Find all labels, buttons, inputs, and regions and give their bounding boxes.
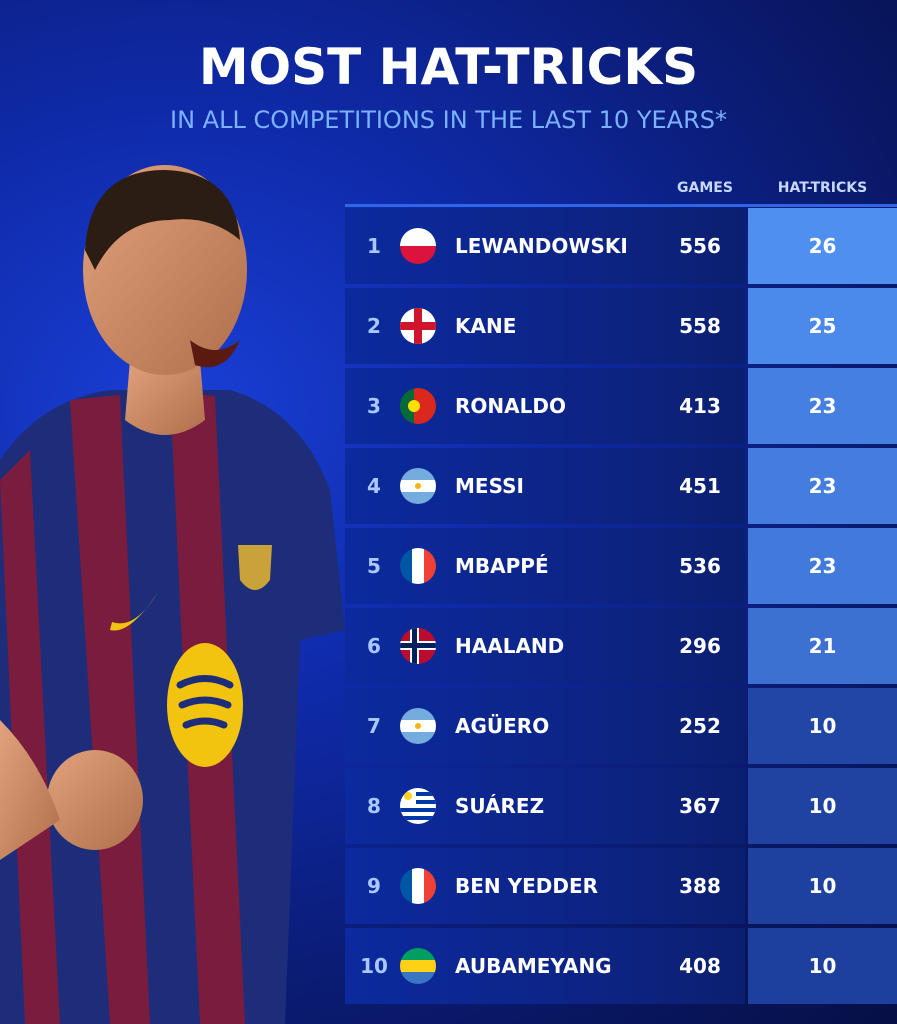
rank-label: 4 <box>367 474 381 498</box>
row-main-cell: 2 KANE 558 <box>345 288 745 364</box>
rank-label: 1 <box>367 234 381 258</box>
player-name: HAALAND <box>455 634 565 658</box>
argentina-flag-icon <box>400 708 436 744</box>
hat-tricks-value: 10 <box>808 954 837 978</box>
rank-label: 10 <box>360 954 388 978</box>
table-row: 1 LEWANDOWSKI 556 26 <box>345 208 897 284</box>
table-top-border <box>345 204 897 207</box>
column-header-hat-tricks: HAT-TRICKS <box>777 180 868 196</box>
hat-tricks-value: 21 <box>808 634 837 658</box>
games-value: 451 <box>679 474 721 498</box>
france-flag-icon <box>400 868 436 904</box>
games-value: 558 <box>679 314 721 338</box>
player-name: AGÜERO <box>455 714 550 738</box>
hat-tricks-value: 10 <box>808 874 837 898</box>
rank-label: 8 <box>367 794 381 818</box>
table-row: 3 RONALDO 413 23 <box>345 368 897 444</box>
france-flag-icon <box>400 548 436 584</box>
hat-tricks-bar: 23 <box>748 368 897 444</box>
games-value: 536 <box>679 554 721 578</box>
hat-tricks-bar: 25 <box>748 288 897 364</box>
table-row: 2 KANE 558 25 <box>345 288 897 364</box>
hat-tricks-value: 23 <box>808 394 837 418</box>
hat-tricks-bar: 10 <box>748 928 897 1004</box>
games-value: 413 <box>679 394 721 418</box>
games-value: 367 <box>679 794 721 818</box>
hat-tricks-bar: 23 <box>748 528 897 604</box>
hat-tricks-value: 10 <box>808 714 837 738</box>
rank-label: 5 <box>367 554 381 578</box>
player-name: LEWANDOWSKI <box>455 234 628 258</box>
hat-tricks-value: 10 <box>808 794 837 818</box>
table-row: 4 MESSI 451 23 <box>345 448 897 524</box>
hat-tricks-bar: 10 <box>748 688 897 764</box>
player-name: KANE <box>455 314 517 338</box>
row-main-cell: 1 LEWANDOWSKI 556 <box>345 208 745 284</box>
table-row: 9 BEN YEDDER 388 10 <box>345 848 897 924</box>
player-name: MBAPPÉ <box>455 554 549 578</box>
player-name: RONALDO <box>455 394 566 418</box>
hat-tricks-value: 26 <box>808 234 837 258</box>
row-main-cell: 3 RONALDO 413 <box>345 368 745 444</box>
table-row: 5 MBAPPÉ 536 23 <box>345 528 897 604</box>
row-main-cell: 5 MBAPPÉ 536 <box>345 528 745 604</box>
row-main-cell: 6 HAALAND 296 <box>345 608 745 684</box>
hat-tricks-value: 23 <box>808 474 837 498</box>
hat-tricks-bar: 21 <box>748 608 897 684</box>
row-main-cell: 10 AUBAMEYANG 408 <box>345 928 745 1004</box>
rank-label: 7 <box>367 714 381 738</box>
rank-label: 6 <box>367 634 381 658</box>
gabon-flag-icon <box>400 948 436 984</box>
player-name: BEN YEDDER <box>455 874 599 898</box>
table-row: 10 AUBAMEYANG 408 10 <box>345 928 897 1004</box>
games-value: 556 <box>679 234 721 258</box>
games-value: 408 <box>679 954 721 978</box>
argentina-flag-icon <box>400 468 436 504</box>
norway-flag-icon <box>400 628 436 664</box>
hat-tricks-bar: 10 <box>748 768 897 844</box>
hat-tricks-value: 25 <box>808 314 837 338</box>
table-row: 7 AGÜERO 252 10 <box>345 688 897 764</box>
uruguay-flag-icon <box>400 788 436 824</box>
portugal-flag-icon <box>400 388 436 424</box>
hat-tricks-value: 23 <box>808 554 837 578</box>
page-subtitle: IN ALL COMPETITIONS IN THE LAST 10 YEARS… <box>170 106 727 134</box>
player-name: MESSI <box>455 474 524 498</box>
games-value: 252 <box>679 714 721 738</box>
hat-tricks-bar: 23 <box>748 448 897 524</box>
player-photo <box>0 165 345 1024</box>
england-flag-icon <box>400 308 436 344</box>
column-header-games: GAMES <box>677 180 733 196</box>
player-name: SUÁREZ <box>455 794 545 818</box>
games-value: 296 <box>679 634 721 658</box>
row-main-cell: 9 BEN YEDDER 388 <box>345 848 745 924</box>
page-title: MOST HAT-TRICKS <box>198 38 699 96</box>
rank-label: 3 <box>367 394 381 418</box>
hat-tricks-bar: 26 <box>748 208 897 284</box>
row-main-cell: 4 MESSI 451 <box>345 448 745 524</box>
player-name: AUBAMEYANG <box>455 954 612 978</box>
table-row: 6 HAALAND 296 21 <box>345 608 897 684</box>
row-main-cell: 7 AGÜERO 252 <box>345 688 745 764</box>
games-value: 388 <box>679 874 721 898</box>
rank-label: 9 <box>367 874 381 898</box>
hat-tricks-bar: 10 <box>748 848 897 924</box>
row-main-cell: 8 SUÁREZ 367 <box>345 768 745 844</box>
poland-flag-icon <box>400 228 436 264</box>
table-row: 8 SUÁREZ 367 10 <box>345 768 897 844</box>
rank-label: 2 <box>367 314 381 338</box>
